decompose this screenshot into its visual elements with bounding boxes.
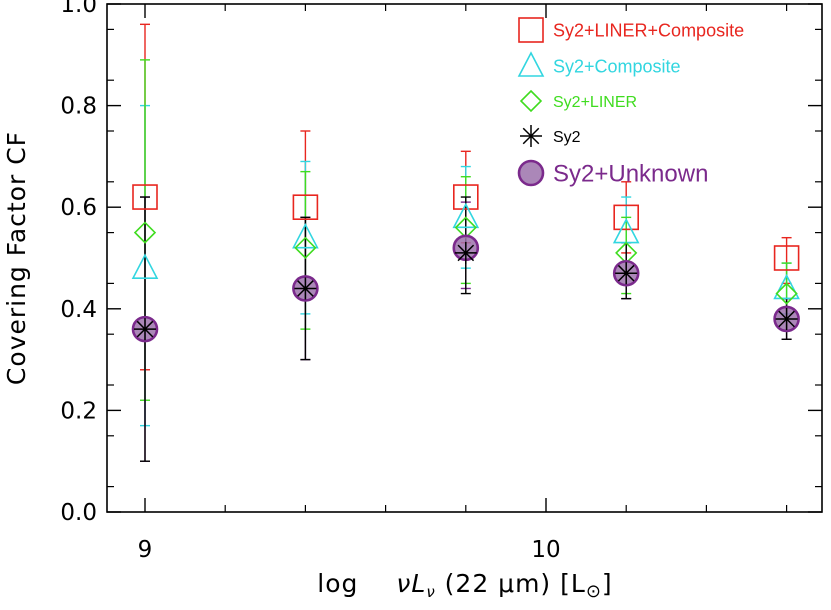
legend-label-sy2: Sy2 bbox=[553, 129, 581, 146]
asterisk-stroke bbox=[297, 280, 314, 297]
legend-label-sy2-liner-composite: Sy2+LINER+Composite bbox=[553, 20, 744, 40]
point-sy2-liner-composite bbox=[452, 184, 479, 210]
y-tick-label: 0.4 bbox=[60, 297, 97, 323]
legend-marker-sy2 bbox=[520, 125, 542, 147]
point-sy2-composite bbox=[131, 253, 159, 279]
y-tick-label: 1.0 bbox=[60, 0, 97, 18]
asterisk-stroke bbox=[778, 310, 795, 328]
point-sy2-composite bbox=[452, 202, 480, 229]
y-ticks: 0.0 0.2 0.4 0.6 0.8 1.0 bbox=[60, 0, 822, 526]
asterisk-stroke bbox=[522, 127, 540, 145]
point-sy2-liner-composite bbox=[292, 194, 319, 220]
point-sy2 bbox=[775, 307, 798, 330]
point-sy2 bbox=[134, 318, 156, 341]
legend-label-sy2-unknown: Sy2+Unknown bbox=[553, 161, 708, 188]
legend-marker-sy2-composite bbox=[517, 51, 545, 77]
point-sy2-liner-composite bbox=[132, 184, 158, 210]
point-sy2 bbox=[615, 262, 638, 285]
point-sy2-liner bbox=[775, 282, 798, 305]
y-tick-label: 0.8 bbox=[60, 94, 97, 120]
data-markers bbox=[131, 184, 800, 343]
point-sy2-liner-composite bbox=[613, 204, 640, 231]
point-sy2-liner-composite bbox=[773, 245, 800, 271]
point-sy2 bbox=[294, 277, 317, 300]
plot-frame bbox=[106, 3, 823, 513]
x-ticks: 9101112 bbox=[138, 4, 788, 563]
x-tick-label: 10 bbox=[531, 537, 560, 563]
asterisk-stroke bbox=[457, 244, 475, 262]
legend-label-sy2-liner: Sy2+LINER bbox=[553, 94, 637, 111]
y-axis-title: Covering Factor CF bbox=[2, 131, 31, 385]
legend-marker-sy2-unknown bbox=[517, 159, 545, 187]
y-tick-label: 0.0 bbox=[60, 500, 97, 526]
point-sy2-liner bbox=[133, 221, 157, 244]
point-sy2-liner bbox=[294, 236, 317, 259]
legend-marker-sy2-liner-composite bbox=[518, 17, 544, 43]
y-tick-label: 0.6 bbox=[60, 195, 97, 221]
x-tick-label: 9 bbox=[138, 537, 153, 563]
y-tick-label: 0.2 bbox=[60, 398, 97, 424]
legend: Sy2+LINER+Composite Sy2+Composite Sy2+LINE… bbox=[517, 17, 744, 188]
asterisk-stroke bbox=[136, 320, 154, 338]
x-axis-title: log νLν (22 μm) [L⊙] bbox=[317, 569, 612, 602]
asterisk-stroke bbox=[617, 264, 635, 282]
point-sy2-composite bbox=[292, 222, 319, 249]
point-sy2 bbox=[454, 241, 477, 264]
point-sy2-composite bbox=[773, 273, 800, 300]
legend-marker-sy2-liner bbox=[519, 89, 543, 113]
legend-label-sy2-composite: Sy2+Composite bbox=[553, 56, 681, 76]
